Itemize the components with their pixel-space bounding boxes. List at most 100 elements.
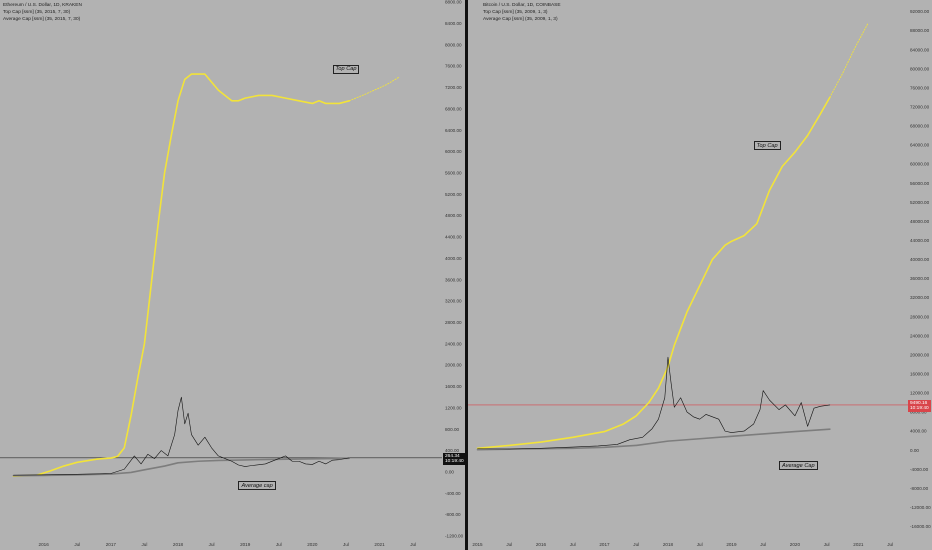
ethereum-y-tick-label: 3200.00 [445, 299, 462, 304]
ethereum-y-tick-label: -800.00 [445, 512, 461, 517]
ethereum-y-tick-label: 0.00 [445, 470, 454, 475]
ethereum-x-tick-label: 2016 [39, 542, 50, 547]
ethereum-x-tick-label: Jul [276, 542, 282, 547]
bitcoin-x-tick-label: 2019 [726, 542, 737, 547]
bitcoin-y-tick-label: 52000.00 [910, 200, 930, 205]
bitcoin-x-tick-label: Jul [570, 542, 576, 547]
ethereum-x-tick-label: Jul [141, 542, 147, 547]
bitcoin-x-tick-label: 2020 [790, 542, 801, 547]
ethereum-top-cap-line [12, 73, 351, 477]
ethereum-y-tick-label: 8800.00 [445, 0, 462, 5]
bitcoin-y-tick-label: -16000.00 [910, 524, 931, 529]
ethereum-y-tick-label: 4800.00 [445, 213, 462, 218]
ethereum-annotation[interactable]: Top Cap [332, 64, 360, 74]
ethereum-y-tick-label: 2400.00 [445, 341, 462, 346]
bitcoin-chart-title: Bitcoin / U.S. Dollar, 1D, COINBASE [483, 3, 561, 8]
ethereum-y-tick-label: 3600.00 [445, 277, 462, 282]
ethereum-legend-top-cap[interactable]: Top Cap [ssm] (35, 2015, 7, 30) [3, 10, 71, 15]
bitcoin-y-tick-label: -4000.00 [910, 467, 929, 472]
bitcoin-y-tick-label: 4000.00 [910, 429, 927, 434]
ethereum-y-tick-label: 4400.00 [445, 235, 462, 240]
ethereum-x-tick-label: Jul [410, 542, 416, 547]
ethereum-y-tick-label: 6800.00 [445, 106, 462, 111]
ethereum-legend-average-cap[interactable]: Average Cap [ssm] (35, 2015, 7, 30) [3, 17, 81, 22]
ethereum-y-tick-label: 400.00 [445, 448, 459, 453]
bitcoin-legend-top-cap[interactable]: Top Cap [ssm] (35, 2009, 1, 3) [483, 10, 548, 15]
ethereum-x-tick-label: 2020 [307, 542, 318, 547]
ethereum-y-tick-label: 5200.00 [445, 192, 462, 197]
bitcoin-legend-average-cap[interactable]: Average Cap [ssm] (35, 2009, 1, 3) [483, 17, 558, 22]
bitcoin-y-tick-label: 88000.00 [910, 28, 930, 33]
ethereum-y-tick-label: 1200.00 [445, 405, 462, 410]
ethereum-x-tick-label: Jul [74, 542, 80, 547]
bitcoin-y-tick-label: 64000.00 [910, 143, 930, 148]
ethereum-chart-title: Ethereum / U.S. Dollar, 1D, KRAKEN [3, 3, 82, 8]
bitcoin-y-tick-label: 60000.00 [910, 162, 930, 167]
bitcoin-x-tick-label: 2015 [472, 542, 483, 547]
bitcoin-top-cap-line [476, 96, 831, 450]
bitcoin-y-tick-label: 84000.00 [910, 47, 930, 52]
ethereum-y-tick-label: 2000.00 [445, 363, 462, 368]
ethereum-y-tick-label: 5600.00 [445, 170, 462, 175]
bitcoin-y-tick-label: 24000.00 [910, 333, 930, 338]
bitcoin-x-tick-label: 2016 [536, 542, 547, 547]
bitcoin-y-tick-label: 12000.00 [910, 391, 930, 396]
ethereum-y-tick-label: -400.00 [445, 491, 461, 496]
bitcoin-y-tick-label: 44000.00 [910, 238, 930, 243]
bitcoin-y-tick-label: 72000.00 [910, 104, 930, 109]
ethereum-y-tick-label: 2800.00 [445, 320, 462, 325]
bitcoin-x-tick-label: 2021 [853, 542, 864, 547]
ethereum-price-series-line [13, 396, 350, 476]
bitcoin-y-tick-label: 48000.00 [910, 219, 930, 224]
bitcoin-chart: 92000.00 88000.00 84000.00 80000.00 76000.00… [468, 9, 931, 547]
bitcoin-average-cap-line [476, 428, 831, 451]
ethereum-price-tag: 264.34 10:19:40 [443, 452, 466, 465]
ethereum-y-tick-label: 6000.00 [445, 149, 462, 154]
bitcoin-x-tick-label: Jul [506, 542, 512, 547]
ethereum-price-value: 264.34 [445, 453, 460, 459]
ethereum-y-tick-label: 4000.00 [445, 256, 462, 261]
ethereum-y-tick-label: 6400.00 [445, 128, 462, 133]
bitcoin-y-tick-label: 0.00 [910, 448, 919, 453]
ethereum-y-tick-label: 8000.00 [445, 42, 462, 47]
bitcoin-y-tick-label: 8000.00 [910, 410, 927, 415]
bitcoin-y-tick-label: 76000.00 [910, 85, 930, 90]
bitcoin-y-tick-label: 92000.00 [910, 9, 930, 14]
bitcoin-x-tick-label: Jul [697, 542, 703, 547]
bitcoin-price-tag: 9490.16 10:19:40 [908, 399, 931, 412]
ethereum-average-cap-line [12, 457, 351, 477]
bitcoin-y-tick-label: -12000.00 [910, 505, 931, 510]
bitcoin-y-tick-label: 36000.00 [910, 276, 930, 281]
ethereum-x-tick-label: 2017 [106, 542, 117, 547]
ethereum-top-cap-projection-line [348, 76, 401, 102]
bitcoin-annotation[interactable]: Top Cap [753, 141, 781, 151]
bitcoin-x-tick-label: Jul [887, 542, 893, 547]
ethereum-x-tick-label: Jul [209, 542, 215, 547]
bitcoin-legend: Bitcoin / U.S. Dollar, 1D, COINBASE Top … [483, 2, 561, 23]
ethereum-chart-panel: 8800.00 8400.00 8000.00 7600.00 7200.00 6800.… [0, 0, 466, 550]
ethereum-chart: 8800.00 8400.00 8000.00 7600.00 7200.00 6800.… [0, 0, 464, 547]
bitcoin-y-tick-label: 32000.00 [910, 295, 930, 300]
bitcoin-price-series-line [477, 356, 831, 450]
ethereum-x-tick-label: Jul [343, 542, 349, 547]
ethereum-x-tick-label: 2018 [173, 542, 184, 547]
ethereum-annotation[interactable]: Average cap [238, 481, 276, 491]
panel-divider[interactable] [465, 0, 468, 550]
ethereum-y-tick-label: 7600.00 [445, 64, 462, 69]
ethereum-y-tick-label: 1600.00 [445, 384, 462, 389]
bitcoin-x-tick-label: Jul [633, 542, 639, 547]
bitcoin-y-tick-label: 16000.00 [910, 371, 930, 376]
bitcoin-price-time: 10:19:40 [910, 405, 929, 411]
ethereum-y-tick-label: 800.00 [445, 427, 459, 432]
bitcoin-x-tick-label: Jul [824, 542, 830, 547]
ethereum-y-tick-label: 8400.00 [445, 21, 462, 26]
bitcoin-x-tick-label: 2017 [599, 542, 610, 547]
bitcoin-y-tick-label: 80000.00 [910, 66, 930, 71]
ethereum-price-time: 10:19:40 [445, 458, 464, 464]
bitcoin-x-tick-label: Jul [760, 542, 766, 547]
bitcoin-annotation[interactable]: Average Cap [779, 461, 818, 471]
bitcoin-x-tick-label: 2018 [663, 542, 674, 547]
bitcoin-chart-panel: 92000.00 88000.00 84000.00 80000.00 76000.00… [468, 0, 932, 550]
bitcoin-y-tick-label: 28000.00 [910, 314, 930, 319]
bitcoin-top-cap-projection-line [829, 23, 869, 98]
